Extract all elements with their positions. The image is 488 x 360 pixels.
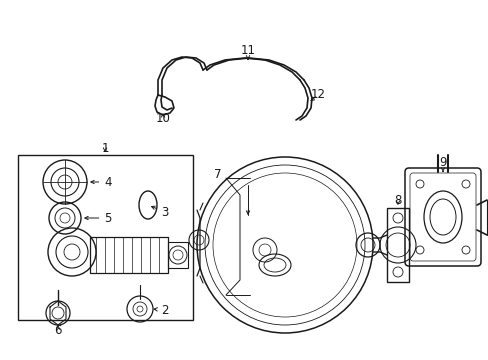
Text: 12: 12 [310,89,325,102]
Text: 3: 3 [151,206,168,219]
Text: 10: 10 [155,112,170,125]
Text: 2: 2 [154,303,168,316]
Text: 1: 1 [101,141,108,154]
Bar [18,155,193,320]
Text: 9: 9 [438,156,446,171]
Text: 4: 4 [91,175,112,189]
Bar [386,208,408,282]
Bar [90,237,168,273]
Text: 5: 5 [85,211,111,225]
Text: 6: 6 [54,324,61,337]
Bar [168,242,187,268]
Text: 8: 8 [393,194,401,207]
Text: 7: 7 [214,168,221,181]
Text: 11: 11 [240,44,255,59]
